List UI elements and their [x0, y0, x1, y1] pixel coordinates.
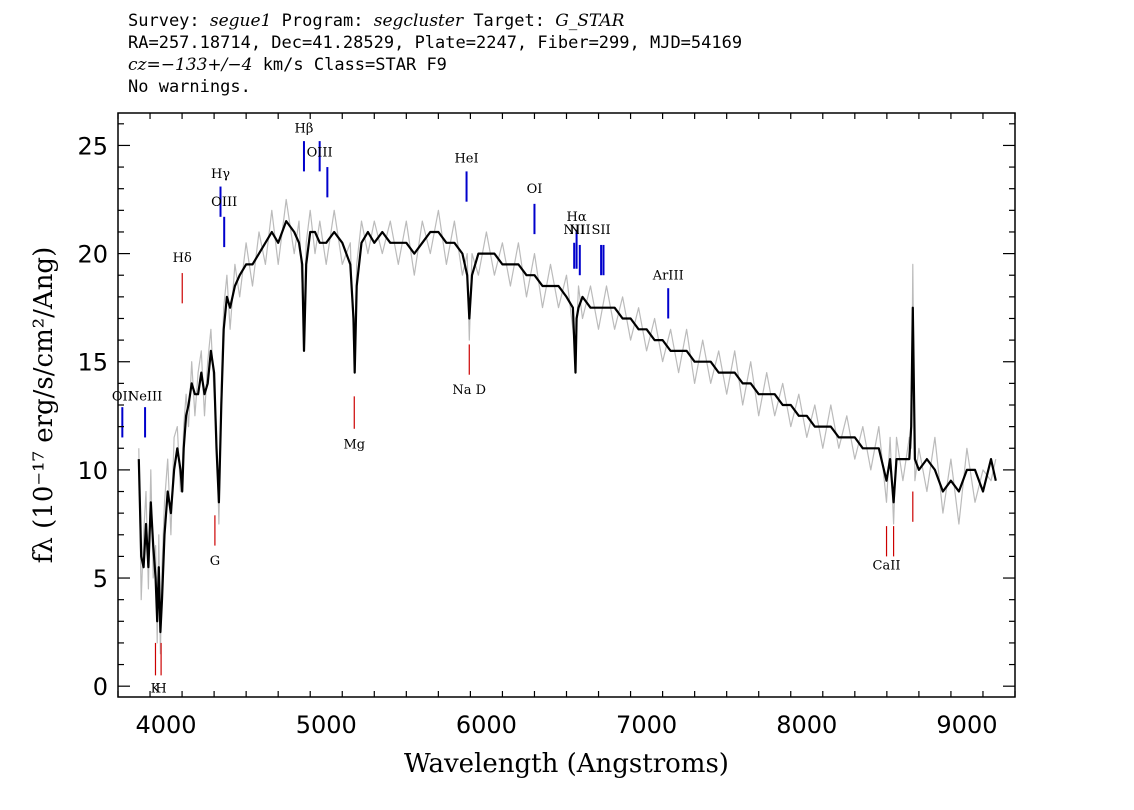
x-tick-label: 6000 — [456, 711, 517, 739]
smoothed-flux-series — [137, 220, 997, 634]
x-tick-label: 5000 — [296, 711, 357, 739]
program-name: segcluster — [373, 11, 464, 31]
marker-label: OIII — [307, 145, 333, 160]
y-tick-label: 25 — [77, 132, 108, 160]
header-line-warnings: No warnings. — [128, 77, 251, 97]
marker-label: Hδ — [173, 251, 192, 266]
y-tick-label: 0 — [93, 673, 108, 701]
marker-label: HeI — [454, 152, 478, 167]
marker-label: NII — [563, 223, 585, 238]
marker-label: OI — [527, 182, 543, 197]
marker-label: CaII — [873, 558, 901, 573]
marker-label: OIII — [211, 195, 237, 210]
x-tick-label: 7000 — [616, 711, 677, 739]
marker-label: Hα — [567, 210, 587, 225]
header-line-survey: Survey: segue1 Program: segcluster Targe… — [128, 11, 625, 31]
plot-frame — [117, 112, 1016, 698]
marker-label: H — [155, 682, 166, 697]
marker-label: SII — [592, 223, 611, 238]
marker-label: Hγ — [211, 167, 230, 182]
y-tick-label: 5 — [93, 565, 108, 593]
raw-flux-series — [138, 198, 997, 655]
marker-label: ArIII — [652, 269, 684, 284]
y-tick-label: 15 — [77, 349, 108, 377]
y-axis-ticks: 0 5 10 15 20 25 — [77, 123, 1015, 701]
x-axis-label: Wavelength (Angstroms) — [404, 749, 729, 779]
target-name: G_STAR — [555, 11, 625, 31]
marker-label: NII — [569, 223, 591, 238]
header-line-coordinates: RA=257.18714, Dec=41.28529, Plate=2247, … — [128, 33, 743, 53]
redshift-value: cz=−133+/−4 — [128, 55, 253, 75]
marker-label: OII — [112, 390, 133, 405]
marker-label: G — [210, 554, 220, 569]
y-tick-label: 10 — [77, 457, 108, 485]
y-tick-label: 20 — [77, 241, 108, 269]
spectrum-header: Survey: segue1 Program: segcluster Targe… — [128, 10, 742, 98]
x-tick-label: 4000 — [136, 711, 197, 739]
raw-flux-line — [138, 198, 997, 655]
smoothed-flux-line — [137, 220, 997, 634]
header-line-redshift: cz=−133+/−4 km/s Class=STAR F9 — [128, 55, 447, 75]
x-axis-ticks: 4000 5000 6000 7000 8000 9000 — [117, 113, 1016, 739]
survey-name: segue1 — [209, 11, 272, 31]
marker-label: NeIII — [128, 390, 162, 405]
marker-label: Na D — [452, 383, 486, 398]
y-axis-label: fλ (10⁻¹⁷ erg/s/cm²/Ang) — [29, 247, 59, 563]
marker-label: K — [151, 682, 161, 697]
marker-label: Hβ — [295, 121, 314, 136]
marker-label: Mg — [343, 437, 365, 452]
x-tick-label: 9000 — [936, 711, 997, 739]
x-tick-label: 8000 — [776, 711, 837, 739]
